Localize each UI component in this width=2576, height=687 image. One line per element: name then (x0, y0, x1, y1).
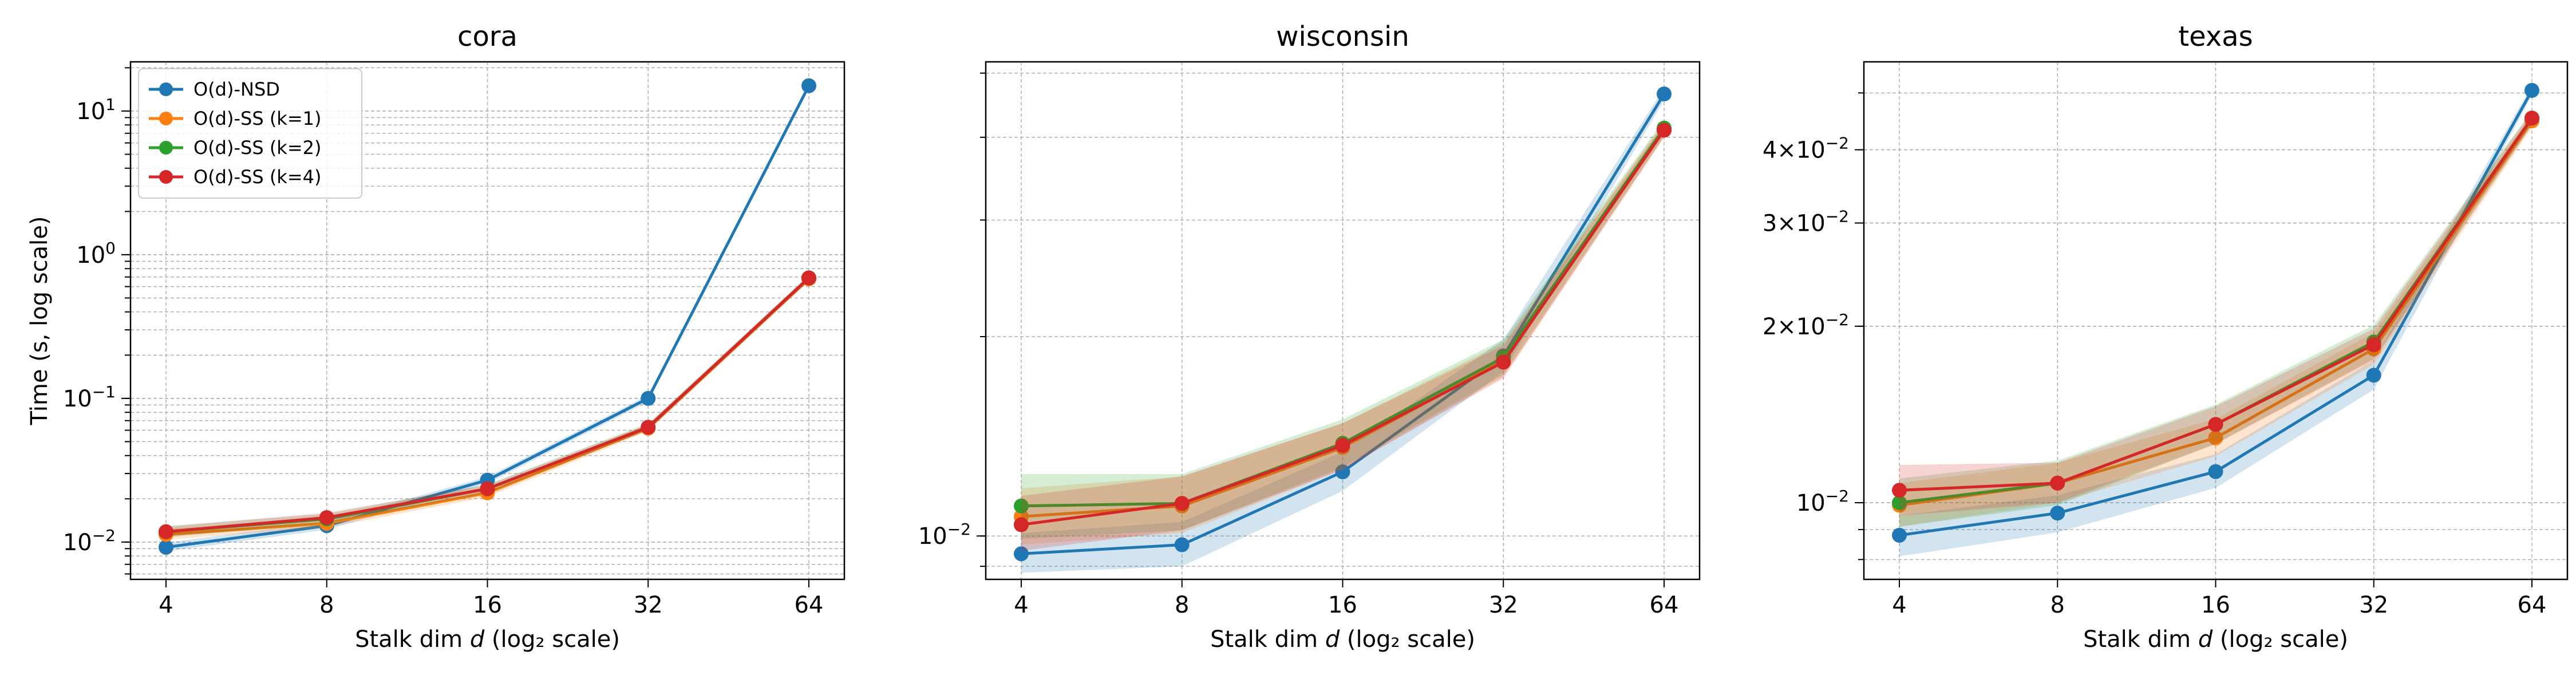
series-o-d-nsd (1014, 86, 1672, 573)
data-point (319, 510, 334, 526)
data-point (1335, 438, 1350, 453)
legend-item-o-d-ss-k-1: O(d)-SS (k=1) (149, 108, 321, 129)
x-tick-label: 8 (319, 592, 334, 618)
data-point (2366, 337, 2381, 353)
y-axis-label: Time (s, log scale) (26, 216, 53, 426)
x-tick-label: 4 (1892, 592, 1906, 618)
legend-label: O(d)-SS (k=4) (193, 166, 321, 188)
data-point (1892, 527, 1907, 543)
data-point (2208, 430, 2223, 445)
series-o-d-ss-k-4 (1892, 110, 2539, 516)
data-point (801, 78, 816, 93)
confidence-band (1021, 121, 1664, 545)
y-tick-label: 10−2 (918, 520, 971, 550)
data-point (159, 524, 173, 539)
confidence-band (1899, 111, 2532, 516)
data-point (1892, 495, 1907, 511)
x-axis-label: Stalk dim d (log₂ scale) (1210, 626, 1475, 653)
data-point (2524, 110, 2539, 126)
data-point (1014, 517, 1029, 532)
data-point (1335, 464, 1350, 480)
confidence-band (1021, 120, 1664, 539)
chart-panel-cora: 4 8 16 32 64 10−2 10−1 100 101 cora Stalk dim d (l… (26, 21, 846, 653)
chart-title: texas (2178, 21, 2253, 53)
series-o-d-ss-k-4 (1014, 123, 1672, 551)
legend-item-o-d-ss-k-2: O(d)-SS (k=2) (149, 137, 321, 159)
legend-box (138, 68, 362, 199)
data-point (641, 390, 656, 406)
chart-title: cora (457, 21, 517, 53)
x-tick-label: 32 (634, 592, 663, 618)
data-point (480, 481, 495, 496)
chart-title: wisconsin (1276, 21, 1409, 53)
y-tick-label: 4×10−2 (1763, 134, 1849, 164)
legend-label: O(d)-SS (k=2) (193, 137, 321, 159)
data-point (2208, 417, 2223, 432)
legend-marker (159, 82, 173, 96)
data-point (2050, 475, 2065, 491)
x-tick-label: 4 (1014, 592, 1028, 618)
y-tick-label: 100 (76, 239, 116, 269)
y-tick-label: 10−2 (63, 526, 116, 556)
data-point (1657, 123, 1672, 138)
confidence-band (1021, 123, 1664, 551)
data-point (2208, 464, 2223, 479)
data-point (1174, 496, 1190, 511)
x-tick-label: 32 (1489, 592, 1518, 618)
x-tick-label: 16 (1328, 592, 1357, 618)
data-point (2366, 368, 2381, 383)
x-tick-label: 64 (1650, 592, 1679, 618)
plot-frame (985, 61, 1701, 581)
legend-item-o-d-ss-k-4: O(d)-SS (k=4) (149, 166, 321, 188)
x-tick-label: 64 (795, 592, 824, 618)
legend-marker (159, 170, 173, 184)
x-tick-label: 64 (2518, 592, 2547, 618)
data-point (1174, 537, 1190, 552)
legend-label: O(d)-NSD (193, 78, 280, 100)
plot-frame (129, 61, 846, 581)
x-axis-label: Stalk dim d (log₂ scale) (355, 626, 620, 653)
legend-marker (159, 112, 173, 125)
data-point (2050, 506, 2065, 521)
series-o-d-ss-k-4 (159, 270, 816, 539)
chart-panel-texas: 4 8 16 32 64 10−2 2×10−2 3×10−2 4×10−2 texas Stalk… (1763, 21, 2569, 653)
data-point (1657, 86, 1672, 102)
data-point (159, 539, 173, 555)
legend: O(d)-NSD O(d)-SS (k=1) O(d)-SS (k=2) O(d)-S… (138, 68, 362, 199)
y-tick-label: 10−2 (1796, 487, 1849, 516)
x-tick-label: 8 (2050, 592, 2065, 618)
data-point (1014, 546, 1029, 562)
chart-panel-wisconsin: 4 8 16 32 64 10−2 wisconsin Stalk dim d (log₂ s… (918, 21, 1701, 653)
x-axis-label: Stalk dim d (log₂ scale) (2083, 626, 2348, 653)
plot-frame (1863, 61, 2569, 581)
y-tick-label: 2×10−2 (1763, 310, 1849, 340)
x-tick-label: 16 (2201, 592, 2230, 618)
x-tick-label: 4 (159, 592, 173, 618)
data-point (1014, 498, 1029, 514)
legend-item-o-d-nsd: O(d)-NSD (149, 78, 280, 100)
confidence-band (1899, 110, 2532, 527)
data-point (641, 420, 656, 435)
data-point (1892, 483, 1907, 498)
y-tick-label: 3×10−2 (1763, 207, 1849, 237)
x-tick-label: 8 (1175, 592, 1189, 618)
series-o-d-nsd (1892, 82, 2539, 556)
legend-marker (159, 141, 173, 155)
y-tick-label: 101 (76, 95, 116, 125)
x-tick-label: 16 (473, 592, 502, 618)
y-tick-label: 10−1 (63, 382, 116, 412)
x-tick-label: 32 (2359, 592, 2388, 618)
data-point (2524, 82, 2539, 98)
data-point (1496, 354, 1511, 370)
legend-label: O(d)-SS (k=1) (193, 108, 321, 129)
data-point (801, 270, 816, 286)
